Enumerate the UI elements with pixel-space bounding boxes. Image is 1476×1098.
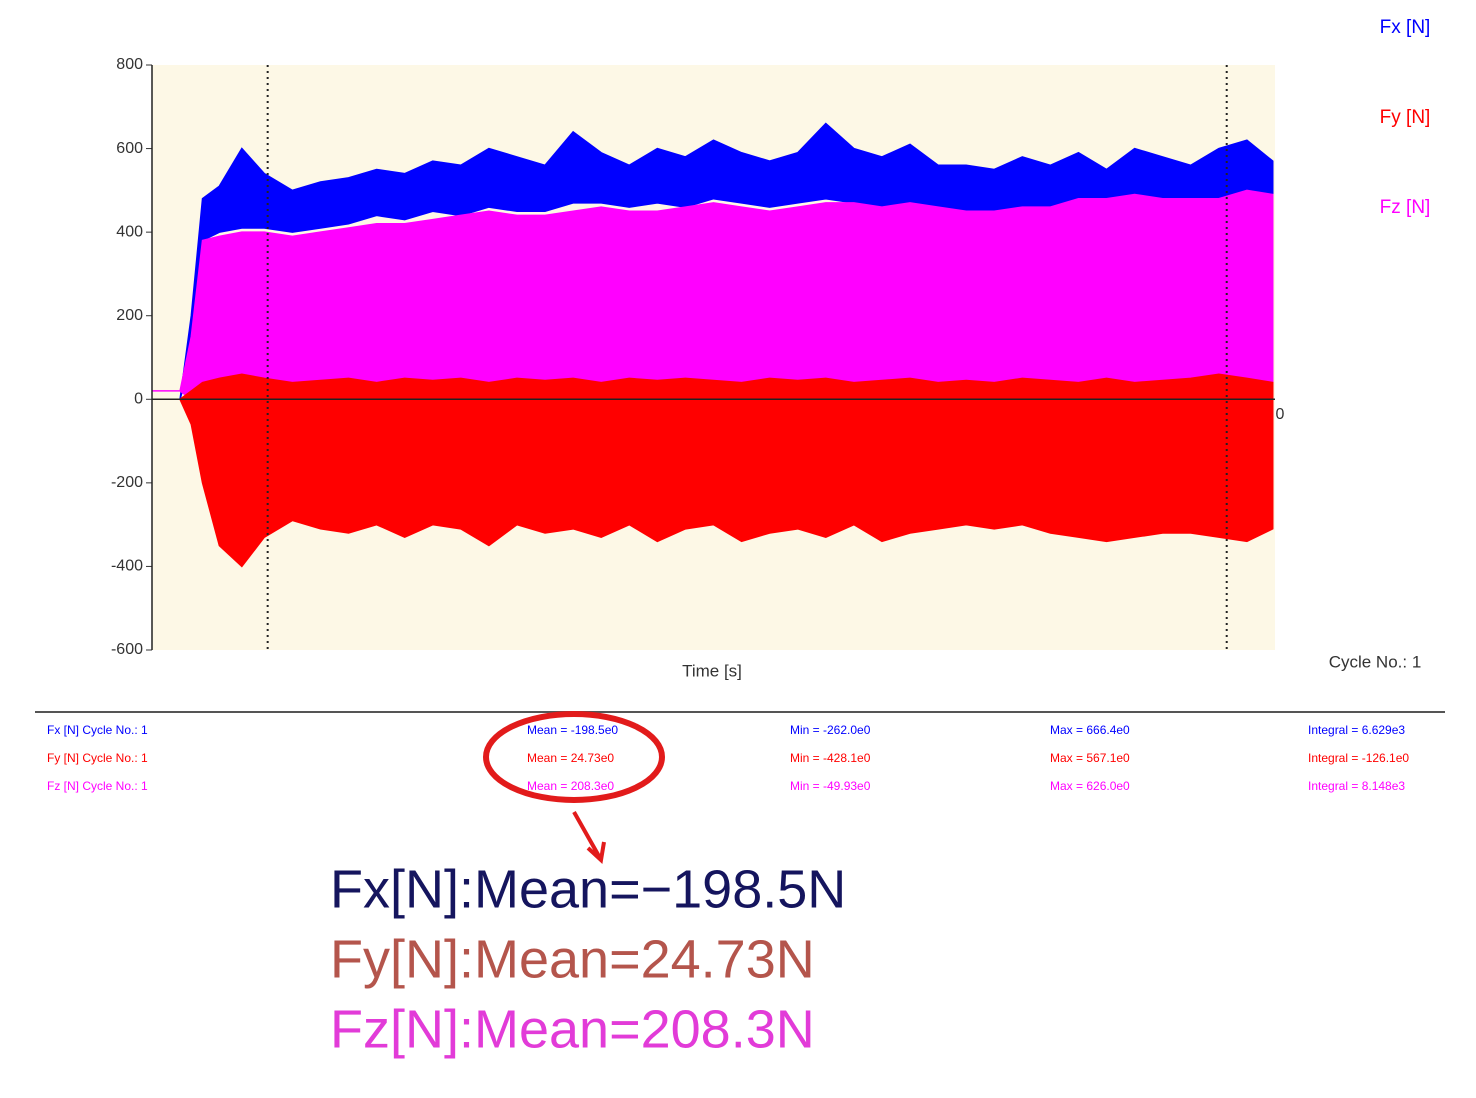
series-band bbox=[152, 373, 1274, 568]
y-tick-label: -400 bbox=[111, 558, 143, 575]
stat-cell: Mean = 208.3e0 bbox=[527, 779, 614, 793]
stat-cell: Min = -428.1e0 bbox=[790, 751, 871, 765]
cycle-label: Cycle No.: 1 bbox=[1329, 652, 1422, 671]
y-tick-label: 0 bbox=[134, 391, 143, 408]
stat-cell: Fx [N] Cycle No.: 1 bbox=[47, 723, 148, 737]
x-end-label: 0 bbox=[1276, 406, 1285, 423]
stat-cell: Max = 666.4e0 bbox=[1050, 723, 1130, 737]
stat-cell: Min = -49.93e0 bbox=[790, 779, 871, 793]
stat-cell: Fz [N] Cycle No.: 1 bbox=[47, 779, 148, 793]
y-tick-label: 600 bbox=[116, 140, 143, 157]
stat-cell: Mean = 24.73e0 bbox=[527, 751, 614, 765]
stat-cell: Integral = -126.1e0 bbox=[1308, 751, 1409, 765]
stat-cell: Integral = 8.148e3 bbox=[1308, 779, 1405, 793]
series-band bbox=[152, 122, 1274, 401]
stat-cell: Max = 567.1e0 bbox=[1050, 751, 1130, 765]
annotation-line: Fx[N]:Mean=−198.5N bbox=[330, 859, 846, 919]
y-tick-label: -600 bbox=[111, 641, 143, 658]
y-tick-label: 200 bbox=[116, 307, 143, 324]
y-tick-label: 400 bbox=[116, 223, 143, 240]
highlight-ellipse bbox=[483, 711, 665, 803]
y-tick-label: -200 bbox=[111, 474, 143, 491]
legend-entry: Fz [N] bbox=[1380, 197, 1431, 218]
stat-cell: Max = 626.0e0 bbox=[1050, 779, 1130, 793]
annotation-line: Fy[N]:Mean=24.73N bbox=[330, 929, 815, 989]
y-tick-label: 800 bbox=[116, 56, 143, 73]
legend-entry: Fx [N] bbox=[1380, 17, 1431, 38]
annotation-line: Fz[N]:Mean=208.3N bbox=[330, 999, 815, 1059]
legend-entry: Fy [N] bbox=[1380, 107, 1431, 128]
stat-cell: Integral = 6.629e3 bbox=[1308, 723, 1405, 737]
stat-cell: Fy [N] Cycle No.: 1 bbox=[47, 751, 148, 765]
stat-cell: Mean = -198.5e0 bbox=[527, 723, 618, 737]
arrow bbox=[572, 811, 606, 864]
x-axis-label: Time [s] bbox=[682, 661, 742, 680]
stat-cell: Min = -262.0e0 bbox=[790, 723, 871, 737]
